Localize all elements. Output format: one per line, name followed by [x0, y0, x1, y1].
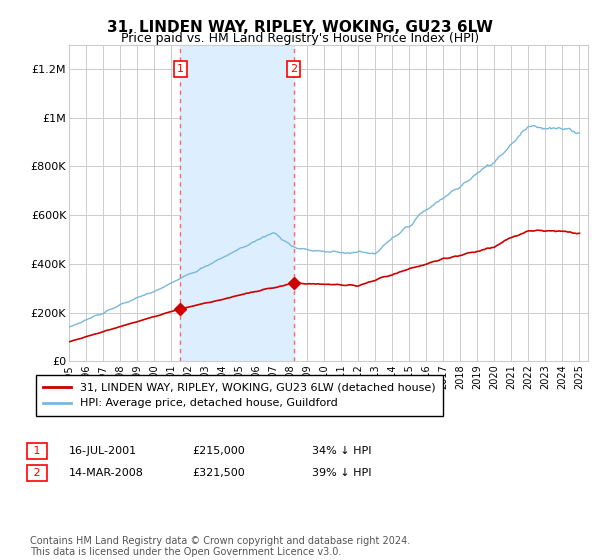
Text: 34% ↓ HPI: 34% ↓ HPI — [312, 446, 371, 456]
Bar — [180, 45, 293, 361]
Legend: 31, LINDEN WAY, RIPLEY, WOKING, GU23 6LW (detached house), HPI: Average price, d: 31, LINDEN WAY, RIPLEY, WOKING, GU23 6LW… — [35, 375, 443, 416]
Text: 2: 2 — [290, 64, 297, 74]
Text: 16-JUL-2001: 16-JUL-2001 — [69, 446, 137, 456]
Text: Price paid vs. HM Land Registry's House Price Index (HPI): Price paid vs. HM Land Registry's House … — [121, 32, 479, 45]
Text: 14-MAR-2008: 14-MAR-2008 — [69, 468, 144, 478]
Text: Contains HM Land Registry data © Crown copyright and database right 2024.
This d: Contains HM Land Registry data © Crown c… — [30, 535, 410, 557]
Text: 1: 1 — [177, 64, 184, 74]
Text: £215,000: £215,000 — [192, 446, 245, 456]
Text: £321,500: £321,500 — [192, 468, 245, 478]
Text: 31, LINDEN WAY, RIPLEY, WOKING, GU23 6LW: 31, LINDEN WAY, RIPLEY, WOKING, GU23 6LW — [107, 20, 493, 35]
Text: 2: 2 — [30, 468, 44, 478]
Text: 39% ↓ HPI: 39% ↓ HPI — [312, 468, 371, 478]
Text: 1: 1 — [30, 446, 44, 456]
